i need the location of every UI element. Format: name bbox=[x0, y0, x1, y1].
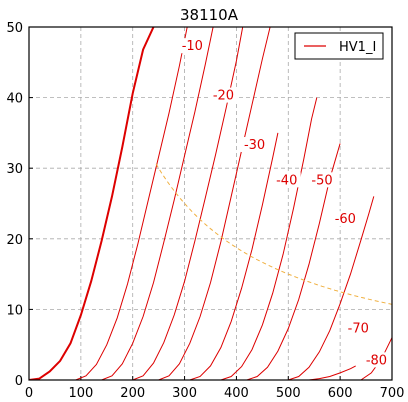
plate-curve-minus20 bbox=[101, 27, 214, 380]
y-tick-label: 30 bbox=[6, 162, 23, 177]
max-dissipation-curve bbox=[155, 163, 392, 305]
plate-curve-minus70 bbox=[246, 143, 341, 380]
x-tick-label: 0 bbox=[25, 386, 33, 401]
curve-label: -40 bbox=[276, 173, 297, 188]
curve-label: -60 bbox=[335, 212, 356, 227]
plate-curve-0 bbox=[29, 27, 155, 380]
x-tick-label: 700 bbox=[380, 386, 405, 401]
plate-curve-minus80 bbox=[288, 196, 375, 380]
y-tick-labels: 0 10 20 30 40 50 bbox=[6, 21, 23, 389]
y-tick-label: 50 bbox=[6, 21, 23, 36]
plate-curve-minus10 bbox=[75, 27, 188, 380]
curve-label-bg bbox=[240, 137, 269, 153]
plate-curve-minus30 bbox=[132, 27, 244, 380]
pmax-layer bbox=[155, 163, 392, 305]
x-tick-label: 100 bbox=[68, 386, 93, 401]
y-tick-label: 40 bbox=[6, 92, 23, 107]
plate-curve-minus40 bbox=[158, 27, 271, 380]
curve-label: -50 bbox=[311, 173, 332, 188]
x-tick-labels: 0 100 200 300 400 500 600 700 bbox=[25, 386, 405, 401]
curves-layer bbox=[29, 27, 392, 380]
curve-label-bg bbox=[178, 38, 207, 54]
curve-label: -20 bbox=[213, 89, 234, 104]
x-tick-label: 300 bbox=[172, 386, 197, 401]
y-tick-label: 20 bbox=[6, 233, 23, 248]
x-tick-label: 600 bbox=[328, 386, 353, 401]
legend: HV1_I bbox=[294, 32, 384, 60]
grid-layer bbox=[28, 26, 393, 381]
y-tick-label: 0 bbox=[15, 374, 23, 389]
x-tick-label: 200 bbox=[120, 386, 145, 401]
plate-curve-minus60 bbox=[220, 97, 318, 380]
curve-label-bg bbox=[272, 172, 301, 188]
curve-label-bg bbox=[307, 172, 336, 188]
curve-labels-layer: -10 -20 -30 -40 -50 -60 -70 -80 bbox=[178, 38, 391, 368]
curve-label: -30 bbox=[244, 138, 265, 153]
curve-label-bg bbox=[344, 320, 373, 336]
x-tick-label: 500 bbox=[276, 386, 301, 401]
plot-frame bbox=[28, 26, 393, 381]
y-tick-label: 10 bbox=[6, 303, 23, 318]
chart-title: 38110A bbox=[180, 6, 239, 24]
curve-label-bg bbox=[331, 211, 360, 227]
curve-label: -10 bbox=[182, 39, 203, 54]
curve-label-bg bbox=[362, 352, 391, 368]
plate-curve-minus50 bbox=[189, 132, 279, 380]
curve-label: -70 bbox=[348, 322, 369, 337]
curve-label-bg bbox=[209, 87, 238, 103]
curve-label: -80 bbox=[366, 353, 387, 368]
plate-curve-minus90 bbox=[308, 365, 356, 380]
x-tick-label: 400 bbox=[224, 386, 249, 401]
legend-label: HV1_I bbox=[339, 40, 376, 55]
